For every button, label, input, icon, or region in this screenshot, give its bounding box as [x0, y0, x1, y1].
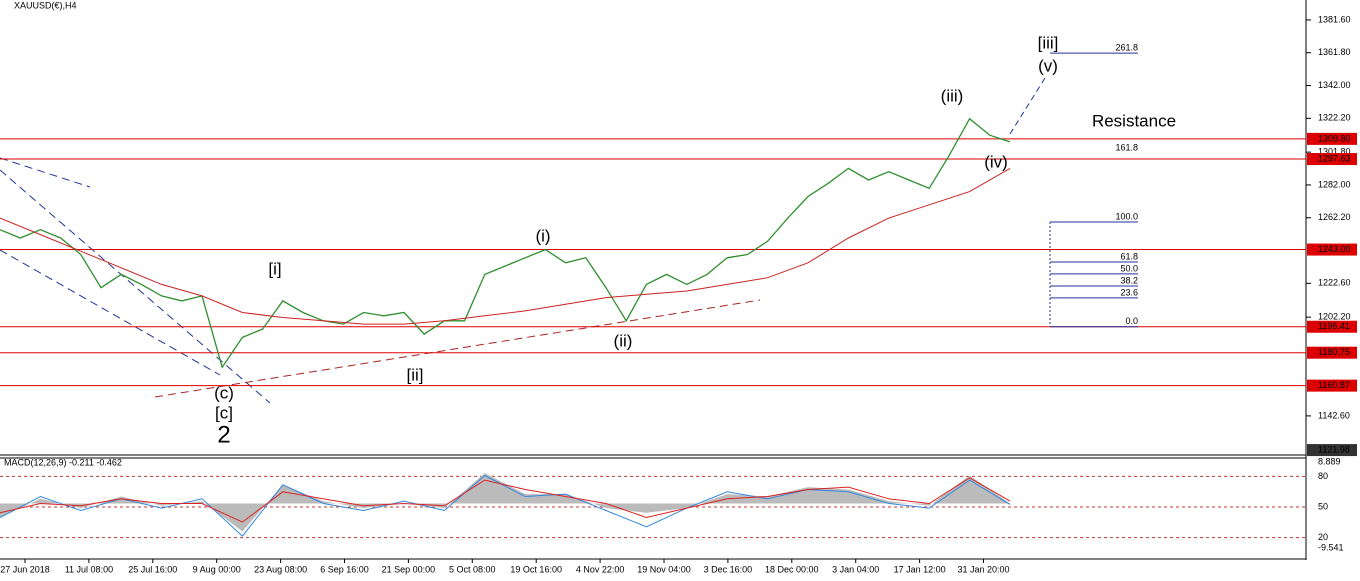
wave-label: [c]: [215, 403, 233, 422]
x-tick-label: 5 Oct 08:00: [449, 564, 496, 574]
x-tick-label: 3 Dec 16:00: [704, 564, 753, 574]
wave-label: (iv): [984, 152, 1008, 171]
level-label: 1196.41: [1318, 321, 1350, 331]
x-tick-label: 11 Jul 08:00: [65, 564, 113, 574]
level-label: 1309.80: [1318, 133, 1351, 143]
level-box: [1307, 132, 1357, 145]
x-tick-label: 25 Jul 16:00: [128, 564, 177, 574]
y2-tick-label: 20: [1318, 532, 1328, 542]
x-tick-label: 18 Dec 00:00: [765, 564, 819, 574]
y-tick-label: 1222.60: [1318, 278, 1351, 288]
level-box: [1307, 379, 1357, 392]
y2-tick-label: 50: [1318, 501, 1328, 511]
x-tick-label: 4 Nov 22:00: [576, 564, 625, 574]
x-tick-label: 19 Nov 04:00: [637, 564, 691, 574]
level-label: 1160.87: [1318, 380, 1350, 390]
x-tick-label: 6 Sep 16:00: [320, 564, 369, 574]
level-box: [1307, 346, 1357, 359]
level-label: 1180.75: [1318, 347, 1350, 357]
macd-line: [0, 474, 1011, 537]
channel: [0, 157, 271, 404]
level-box: [1307, 153, 1357, 166]
signal-line: [0, 477, 1011, 523]
wave-label: Resistance: [1092, 111, 1176, 130]
macd-tick-label: 8.889: [1318, 456, 1341, 466]
macd-title: MACD(12,26,9) -0.211 -0.462: [4, 457, 122, 467]
level-box: [1307, 444, 1357, 457]
x-tick-label: 21 Sep 00:00: [382, 564, 436, 574]
wave-label: (v): [1038, 56, 1058, 75]
macd-histogram: [0, 473, 1010, 532]
x-tick-label: 23 Aug 08:00: [254, 564, 307, 574]
level-label: 1297.63: [1318, 153, 1351, 163]
y-tick-label: 1142.60: [1318, 410, 1350, 420]
x-tick-label: 27 Jun 2018: [0, 564, 50, 574]
y2-tick-label: 80: [1318, 471, 1328, 481]
fib-label: 261.8: [1115, 42, 1138, 52]
y-tick-label: 1262.20: [1318, 212, 1351, 222]
fib-label: 61.8: [1120, 251, 1138, 261]
y-tick-label: 1361.80: [1318, 47, 1351, 57]
wave-label: [i]: [268, 259, 281, 278]
trend-line: [154, 299, 761, 398]
x-tick-label: 19 Oct 16:00: [510, 564, 562, 574]
level-box: [1307, 243, 1357, 256]
fib-label: 38.2: [1120, 275, 1138, 285]
y-tick-label: 1202.20: [1318, 312, 1351, 322]
fib-label: 100.0: [1115, 211, 1138, 221]
moving-average: [0, 167, 1011, 325]
wave-label: [ii]: [407, 365, 424, 384]
fib-label: 161.8: [1115, 142, 1138, 152]
macd-tick-label: -9.541: [1318, 542, 1344, 552]
level-box: [1307, 320, 1357, 333]
wave-label: (ii): [614, 331, 633, 350]
y-tick-label: 1282.00: [1318, 179, 1351, 189]
projection: [1009, 77, 1046, 135]
y-tick-label: 1322.20: [1318, 113, 1351, 123]
fib-label: 50.0: [1120, 263, 1138, 273]
y-tick-label: 1381.60: [1318, 14, 1351, 24]
level-label: 1243.00: [1318, 244, 1351, 254]
wave-label: (c): [214, 383, 234, 402]
chart-title: XAUUSD(€),H4: [14, 0, 77, 10]
level-label: 1121.98: [1318, 444, 1350, 454]
y-tick-label: 1301.80: [1318, 147, 1351, 157]
wave-label: 2: [217, 421, 230, 448]
x-tick-label: 3 Jan 04:00: [832, 564, 879, 574]
fib-label: 0.0: [1125, 316, 1138, 326]
x-tick-label: 17 Jan 12:00: [894, 564, 946, 574]
wave-label: [iii]: [1038, 33, 1059, 52]
y-tick-label: 1342.00: [1318, 80, 1351, 90]
x-tick-label: 31 Jan 20:00: [957, 564, 1009, 574]
wave-label: (i): [535, 226, 550, 245]
wave-label: (iii): [941, 86, 964, 105]
x-tick-label: 9 Aug 00:00: [193, 564, 241, 574]
fib-label: 23.6: [1120, 287, 1138, 297]
price-line: [0, 117, 1011, 369]
